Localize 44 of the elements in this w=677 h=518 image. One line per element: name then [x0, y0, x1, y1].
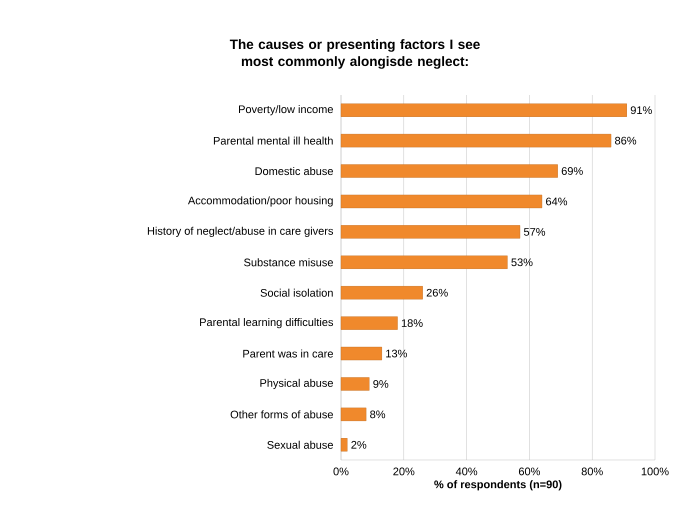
bar — [340, 438, 348, 452]
y-tick-label: Sexual abuse — [267, 440, 333, 449]
bar — [340, 194, 542, 208]
data-label: 8% — [370, 410, 386, 418]
y-tick-label: Social isolation — [260, 288, 333, 297]
data-label: 2% — [351, 440, 366, 449]
y-tick-label: Parental mental ill health — [214, 136, 333, 145]
data-label: 13% — [386, 350, 407, 358]
x-tick-label: 40% — [456, 468, 478, 476]
chart-title: The causes or presenting factors I see most commonly alongisde neglect: — [230, 39, 480, 69]
bar — [340, 104, 627, 117]
data-label: 9% — [373, 380, 388, 388]
bar — [340, 164, 558, 178]
y-tick-label: Physical abuse — [260, 378, 333, 390]
data-label: 91% — [630, 106, 652, 114]
bar — [340, 408, 366, 422]
x-tick-label: 60% — [518, 468, 540, 476]
data-label: 86% — [615, 136, 636, 145]
data-label: 18% — [402, 319, 423, 328]
y-tick-label: Substance misuse — [244, 258, 333, 266]
bar — [340, 316, 398, 330]
y-tick-label: Parental learning difficulties — [200, 318, 334, 328]
bar — [340, 225, 520, 239]
data-label: 64% — [546, 198, 568, 206]
data-label: 53% — [511, 258, 533, 266]
y-tick-label: Other forms of abuse — [230, 410, 333, 418]
bar — [340, 256, 508, 269]
bar — [340, 286, 423, 300]
y-tick-label: Domestic abuse — [256, 167, 333, 176]
bar — [340, 134, 612, 148]
y-tick-label: Poverty/low income — [239, 105, 333, 116]
x-axis-title: % of respondents (n=90) — [434, 480, 562, 490]
y-tick-label: History of neglect/abuse in care givers — [148, 226, 334, 237]
data-label: 26% — [426, 288, 448, 297]
x-tick-label: 0% — [333, 468, 349, 476]
data-label: 69% — [562, 167, 583, 175]
x-tick-label: 100% — [642, 468, 669, 476]
data-label: 57% — [524, 228, 546, 236]
x-tick-label: 80% — [582, 468, 603, 476]
bar — [340, 346, 382, 360]
bar — [340, 377, 370, 391]
y-tick-label: Accommodation/poor housing — [188, 196, 333, 207]
x-tick-label: 20% — [393, 468, 414, 476]
y-tick-label: Parent was in care — [243, 349, 333, 358]
